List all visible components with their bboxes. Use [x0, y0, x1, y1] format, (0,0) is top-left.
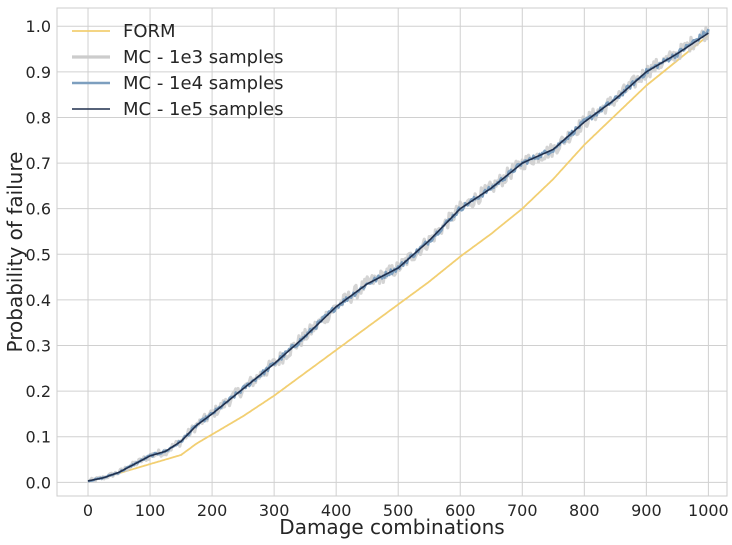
legend: FORM MC - 1e3 samples MC - 1e4 samples MC -…	[72, 21, 284, 120]
x-axis-label: Damage combinations	[279, 515, 504, 539]
y-tick-label: 0.5	[26, 245, 51, 264]
x-tick-label: 200	[197, 501, 228, 520]
y-tick-label: 0.6	[26, 200, 51, 219]
tick-labels: 0 100 200 300 400 500 600 700 800 900 1000 0.0 0.1 0.…	[26, 17, 729, 520]
x-tick-label: 800	[569, 501, 600, 520]
series-line-4	[87, 32, 709, 482]
x-tick-label: 100	[135, 501, 166, 520]
x-tick-label: 900	[631, 501, 662, 520]
plot-area	[56, 7, 728, 497]
legend-label: MC - 1e5 samples	[123, 99, 284, 120]
y-tick-label: 0.8	[26, 108, 51, 127]
x-tick-label: 300	[259, 501, 290, 520]
y-tick-label: 0.0	[26, 473, 51, 492]
y-tick-label: 0.7	[26, 154, 51, 173]
y-tick-label: 0.2	[26, 382, 51, 401]
legend-label: FORM	[123, 21, 176, 42]
x-tick-label: 600	[445, 501, 476, 520]
y-tick-label: 0.3	[26, 336, 51, 355]
y-tick-label: 0.9	[26, 63, 51, 82]
series-line-1	[87, 34, 709, 482]
x-tick-label: 1000	[688, 501, 729, 520]
x-tick-label: 700	[507, 501, 538, 520]
x-tick-label: 500	[383, 501, 414, 520]
x-tick-label: 0	[83, 501, 93, 520]
y-tick-label: 1.0	[26, 17, 51, 36]
y-tick-label: 0.1	[26, 428, 51, 447]
y-axis-label: Probability of failure	[3, 152, 27, 353]
legend-label: MC - 1e3 samples	[123, 47, 284, 68]
series-layer	[87, 26, 710, 483]
y-tick-label: 0.4	[26, 291, 51, 310]
x-tick-label: 400	[321, 501, 352, 520]
grid	[57, 8, 727, 496]
legend-label: MC - 1e4 samples	[123, 73, 284, 94]
